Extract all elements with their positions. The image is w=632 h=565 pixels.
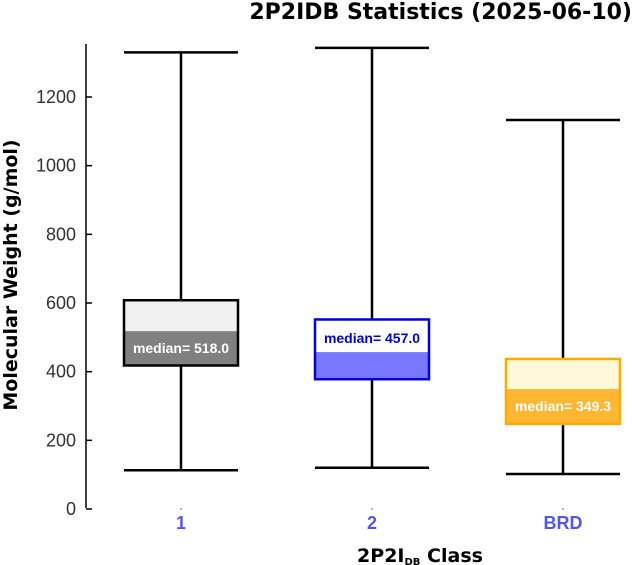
box-lower-half xyxy=(506,389,620,424)
x-tick-mark xyxy=(562,508,564,510)
y-tick-label: 1000 xyxy=(36,156,76,176)
y-tick-label: 800 xyxy=(46,224,76,244)
y-tick-label: 0 xyxy=(66,499,76,519)
x-axis-label-subscript: DB xyxy=(404,557,420,565)
x-tick-label: 2 xyxy=(367,513,377,533)
box-upper-half xyxy=(506,358,620,390)
x-tick-label: 1 xyxy=(176,513,186,533)
box-outline xyxy=(122,299,240,367)
box-3: median= 349.3 xyxy=(504,118,622,476)
y-tick-label: 600 xyxy=(46,293,76,313)
x-axis: 1 2 BRD xyxy=(176,508,583,533)
box-lower-half xyxy=(315,352,429,380)
x-axis-label-tail: Class xyxy=(420,545,483,565)
y-axis-label: Molecular Weight (g/mol) xyxy=(0,139,22,410)
y-tick-label: 400 xyxy=(46,362,76,382)
box-1: median= 518.0 xyxy=(122,51,240,472)
x-tick-label: BRD xyxy=(544,513,583,533)
y-tick-label: 1200 xyxy=(36,87,76,107)
y-tick-label: 200 xyxy=(46,430,76,450)
median-label: median= 518.0 xyxy=(133,340,229,356)
median-label: median= 349.3 xyxy=(515,398,611,414)
box-outline xyxy=(313,318,431,381)
median-label: median= 457.0 xyxy=(324,330,420,346)
x-axis-label-main: 2P2I xyxy=(357,545,404,565)
boxes: median= 518.0 median= 457.0 median= 349.3 xyxy=(122,46,622,476)
box-upper-half xyxy=(315,319,429,353)
box-lower-half xyxy=(124,331,238,366)
box-outline xyxy=(504,357,622,426)
chart-title: 2P2IDB Statistics (2025-06-10) xyxy=(249,0,632,25)
box-upper-half xyxy=(124,300,238,332)
box-2: median= 457.0 xyxy=(313,46,431,470)
x-axis-label: 2P2IDB Class xyxy=(357,545,483,565)
x-tick-mark xyxy=(371,508,373,510)
x-tick-mark xyxy=(180,508,182,510)
y-axis: 0 200 400 600 800 1000 1200 xyxy=(36,44,92,519)
